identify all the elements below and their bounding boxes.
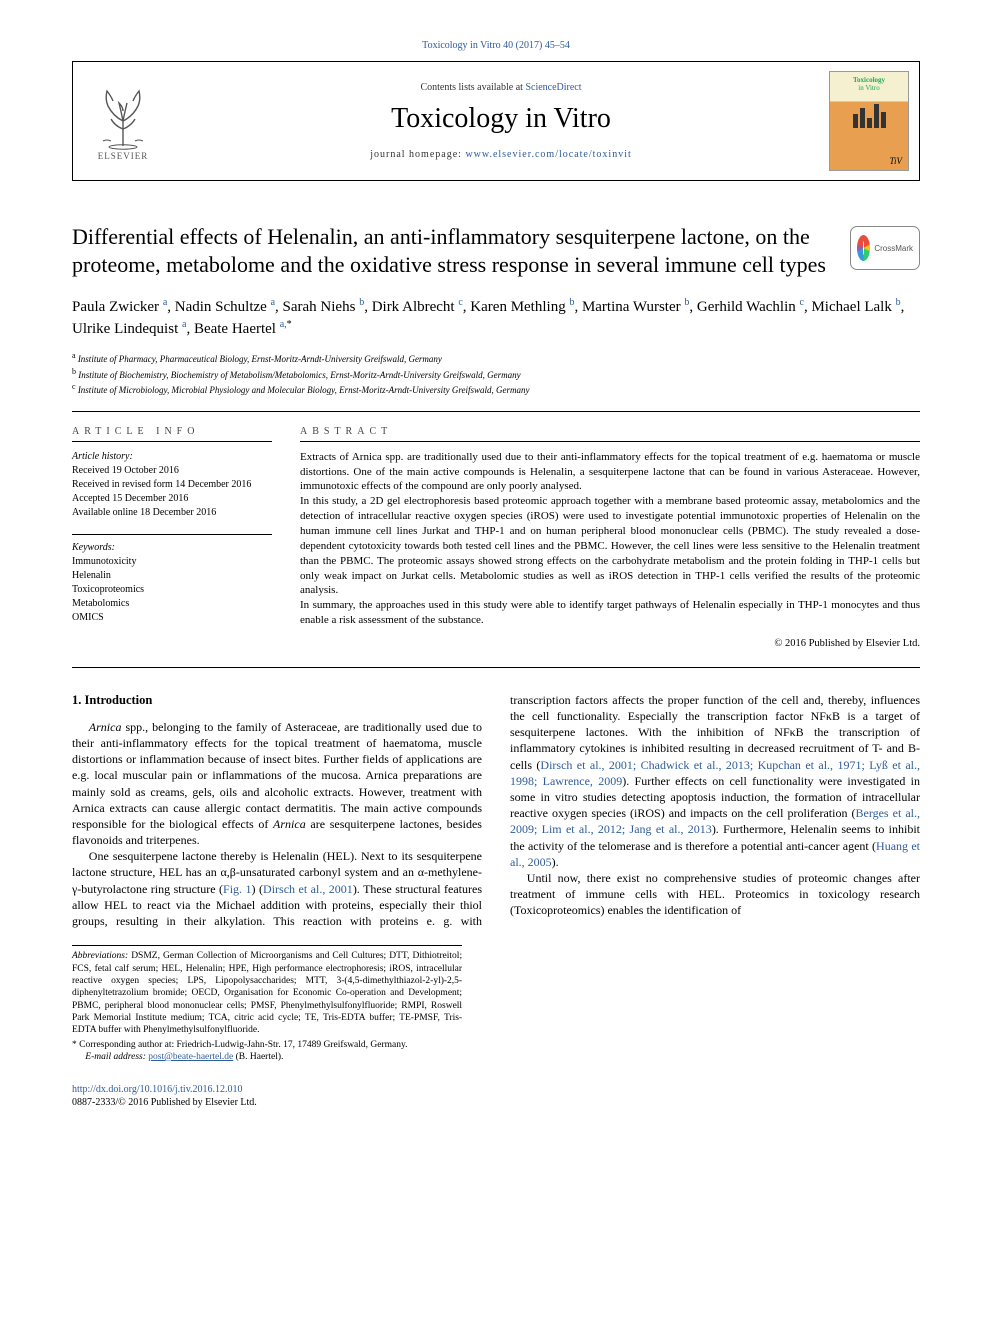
sciencedirect-link[interactable]: ScienceDirect	[525, 82, 581, 93]
journal-header: ELSEVIER Contents lists available at Sci…	[72, 61, 920, 181]
homepage-link[interactable]: www.elsevier.com/locate/toxinvit	[465, 149, 631, 160]
corr-text: * Corresponding author at: Friedrich-Lud…	[72, 1040, 408, 1050]
crossmark-label: CrossMark	[874, 244, 913, 253]
email-link[interactable]: post@beate-haertel.de	[148, 1052, 233, 1062]
journal-cover-thumb: Toxicology in Vitro TiV	[829, 71, 909, 171]
footnotes: Abbreviations: DSMZ, German Collection o…	[72, 950, 462, 1063]
cover-tiv: TiV	[889, 156, 902, 166]
crossmark-icon	[857, 235, 870, 261]
keywords-label: Keywords:	[72, 541, 272, 555]
authors: Paula Zwicker a, Nadin Schultze a, Sarah…	[72, 296, 920, 340]
history-line: Received 19 October 2016	[72, 464, 272, 478]
cover-subtitle: in Vitro	[858, 84, 879, 92]
cover-bars-icon	[853, 104, 886, 128]
bottom-block: http://dx.doi.org/10.1016/j.tiv.2016.12.…	[72, 1083, 920, 1109]
elsevier-logo: ELSEVIER	[73, 62, 173, 180]
history-line: Accepted 15 December 2016	[72, 492, 272, 506]
article-title: Differential effects of Helenalin, an an…	[72, 223, 836, 278]
keyword: Toxicoproteomics	[72, 583, 272, 597]
email-label: E-mail address:	[85, 1052, 146, 1062]
keyword: Metabolomics	[72, 597, 272, 611]
intro-para-3: Until now, there exist no comprehensive …	[510, 870, 920, 919]
divider	[72, 411, 920, 412]
copyright: © 2016 Published by Elsevier Ltd.	[300, 638, 920, 649]
abbrev-text: DSMZ, German Collection of Microorganism…	[72, 951, 462, 1035]
history-label: Article history:	[72, 450, 272, 464]
affiliations: a Institute of Pharmacy, Pharmaceutical …	[72, 350, 920, 397]
doi-link[interactable]: http://dx.doi.org/10.1016/j.tiv.2016.12.…	[72, 1084, 243, 1095]
cover-title: Toxicology	[853, 76, 885, 84]
issn-line: 0887-2333/© 2016 Published by Elsevier L…	[72, 1097, 257, 1108]
intro-heading: 1. Introduction	[72, 692, 482, 709]
email-line: E-mail address: post@beate-haertel.de (B…	[72, 1051, 462, 1063]
history-line: Received in revised form 14 December 201…	[72, 478, 272, 492]
abbreviations: Abbreviations: DSMZ, German Collection o…	[72, 950, 462, 1036]
elsevier-tree-icon	[93, 81, 153, 151]
article-info-head: ARTICLE INFO	[72, 426, 272, 442]
keyword: Helenalin	[72, 569, 272, 583]
contents-line: Contents lists available at ScienceDirec…	[173, 82, 829, 93]
body-text: 1. Introduction Arnica spp., belonging t…	[72, 692, 920, 929]
corresponding-author: * Corresponding author at: Friedrich-Lud…	[72, 1039, 462, 1051]
citation-header: Toxicology in Vitro 40 (2017) 45–54	[72, 40, 920, 51]
abstract: ABSTRACT Extracts of Arnica spp. are tra…	[300, 426, 920, 649]
journal-name: Toxicology in Vitro	[173, 103, 829, 135]
email-suffix: (B. Haertel).	[233, 1052, 283, 1062]
contents-prefix: Contents lists available at	[420, 82, 525, 93]
abbrev-label: Abbreviations:	[72, 951, 128, 961]
intro-para-1: Arnica spp., belonging to the family of …	[72, 719, 482, 849]
crossmark-badge[interactable]: CrossMark	[850, 226, 920, 270]
elsevier-label: ELSEVIER	[98, 151, 149, 161]
history-line: Available online 18 December 2016	[72, 506, 272, 520]
footnote-rule	[72, 945, 462, 946]
divider	[72, 667, 920, 668]
homepage-line: journal homepage: www.elsevier.com/locat…	[173, 149, 829, 160]
keyword: OMICS	[72, 611, 272, 625]
abstract-head: ABSTRACT	[300, 426, 920, 442]
homepage-prefix: journal homepage:	[370, 149, 465, 160]
article-info: ARTICLE INFO Article history: Received 1…	[72, 426, 272, 649]
keyword: Immunotoxicity	[72, 555, 272, 569]
